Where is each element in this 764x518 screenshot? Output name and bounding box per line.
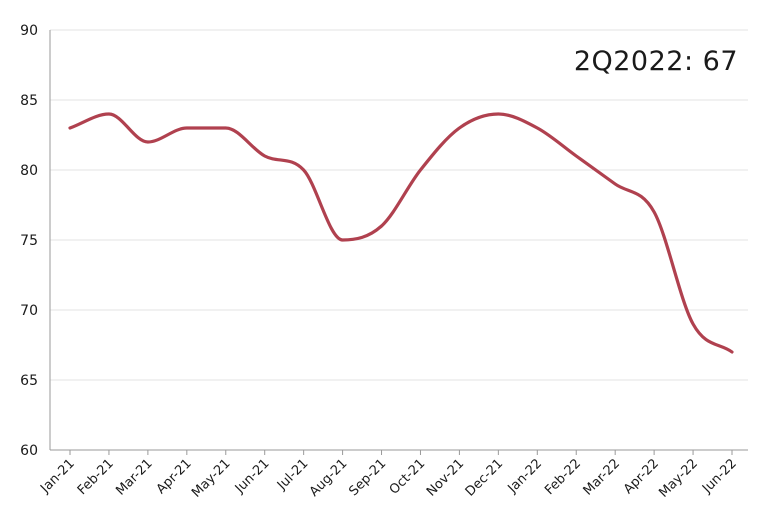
y-tick-label: 75 xyxy=(20,233,38,249)
data-point xyxy=(146,140,149,143)
x-tick-label: Mar-21 xyxy=(113,456,155,498)
data-point xyxy=(497,112,500,115)
x-tick-label: Sep-21 xyxy=(346,456,389,499)
data-point xyxy=(691,322,694,325)
gridlines xyxy=(50,29,748,381)
data-point xyxy=(614,182,617,185)
x-tick-label: Feb-22 xyxy=(542,456,584,498)
y-tick-label: 60 xyxy=(20,443,38,459)
data-point xyxy=(730,350,733,353)
data-point xyxy=(341,238,344,241)
x-tick-label: Jan-21 xyxy=(37,456,78,497)
y-tick-label: 80 xyxy=(20,163,38,179)
x-tick-label: Jun-22 xyxy=(699,456,740,497)
x-tick-label: Apr-21 xyxy=(154,456,195,497)
x-tick-label: Aug-21 xyxy=(307,456,351,500)
data-point xyxy=(380,224,383,227)
axes xyxy=(49,30,748,455)
data-point xyxy=(68,126,71,129)
data-point xyxy=(575,154,578,157)
data-point xyxy=(458,126,461,129)
x-tick-label: Jun-21 xyxy=(232,456,273,497)
data-point xyxy=(536,126,539,129)
x-tick-label: Jan-22 xyxy=(505,456,546,497)
data-point xyxy=(302,168,305,171)
data-point xyxy=(419,168,422,171)
x-tick-label: Oct-21 xyxy=(387,456,429,498)
y-tick-labels: 60 65 70 75 80 85 90 xyxy=(20,23,38,459)
data-point xyxy=(224,126,227,129)
data-point xyxy=(107,112,110,115)
series-line-0 xyxy=(68,112,734,354)
x-tick-label: Nov-21 xyxy=(424,456,467,499)
x-tick-label: Jul-21 xyxy=(274,456,311,493)
x-tick-label: May-21 xyxy=(189,456,233,500)
data-point xyxy=(263,154,266,157)
chart-annotation: 2Q2022: 67 xyxy=(574,46,738,77)
y-tick-label: 70 xyxy=(20,303,38,319)
series-lines xyxy=(68,112,734,354)
x-tick-label: Mar-22 xyxy=(581,456,623,498)
y-tick-label: 85 xyxy=(20,93,38,109)
y-tick-label: 65 xyxy=(20,373,38,389)
x-tick-label: Dec-21 xyxy=(463,456,506,499)
x-tick-label: May-22 xyxy=(656,456,700,500)
y-tick-label: 90 xyxy=(20,23,38,39)
x-tick-label: Apr-22 xyxy=(621,456,662,497)
data-point xyxy=(653,210,656,213)
data-point xyxy=(185,126,188,129)
x-tick-label: Feb-21 xyxy=(75,456,117,498)
